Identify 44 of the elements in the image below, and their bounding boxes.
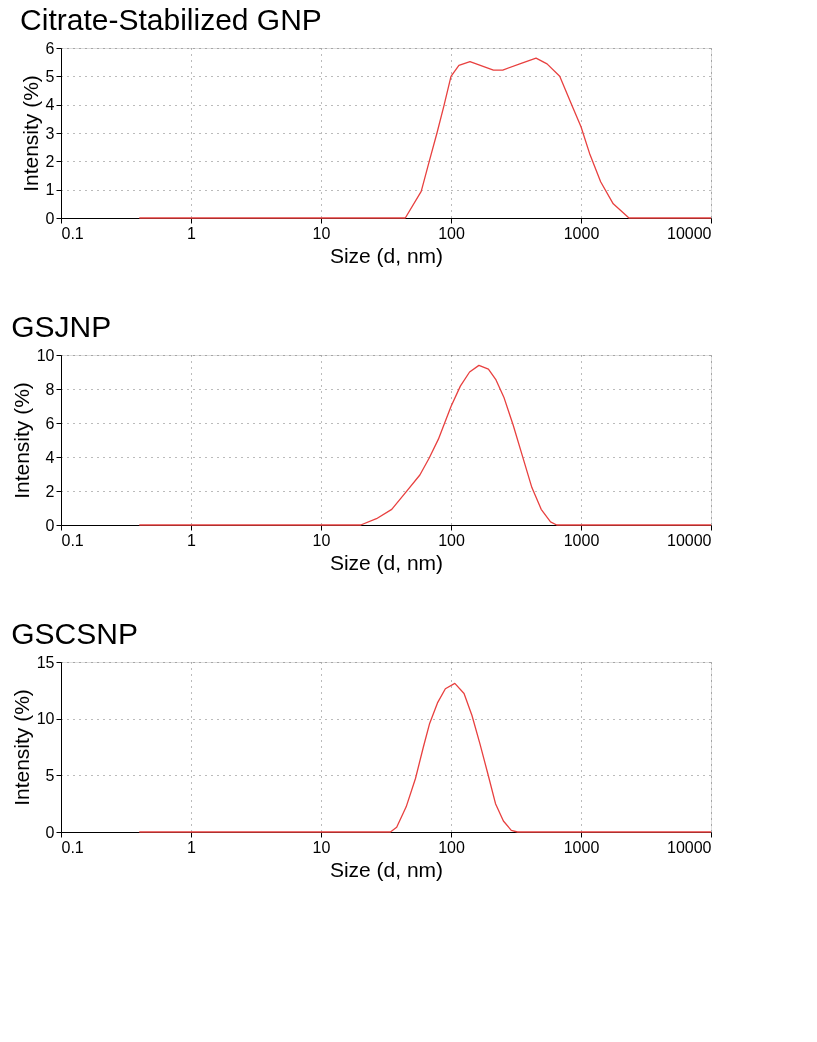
x-axis-title: Size (d, nm)	[329, 550, 444, 574]
x-tick-label: 1000	[563, 224, 600, 242]
y-tick-label: 6	[45, 39, 55, 57]
x-axis-title: Size (d, nm)	[329, 857, 444, 881]
x-tick-label: 10	[312, 531, 331, 549]
x-tick-label: 10000	[667, 531, 712, 549]
x-tick-label: 0.1	[61, 838, 84, 856]
y-tick-label: 10	[36, 346, 55, 364]
x-tick-label: 1	[187, 838, 197, 856]
y-tick-label: 0	[45, 516, 55, 534]
y-tick-label: 5	[45, 766, 55, 784]
y-tick-label: 1	[45, 181, 55, 199]
y-tick-label: 4	[45, 448, 55, 466]
x-tick-label: 0.1	[61, 224, 84, 242]
y-axis-title: Intensity (%)	[18, 75, 42, 192]
x-tick-label: 1	[187, 531, 197, 549]
x-tick-label: 10000	[667, 224, 712, 242]
y-tick-label: 2	[45, 482, 55, 500]
y-tick-label: 15	[36, 653, 55, 671]
x-tick-label: 100	[438, 838, 465, 856]
x-axis-title: Size (d, nm)	[329, 243, 444, 267]
chart-title: GSCSNP	[11, 617, 138, 650]
x-tick-label: 10	[312, 838, 331, 856]
y-tick-label: 2	[45, 152, 55, 170]
x-tick-label: 1000	[563, 531, 600, 549]
y-tick-label: 5	[45, 67, 55, 85]
x-tick-label: 10	[312, 224, 331, 242]
y-axis-title: Intensity (%)	[9, 689, 33, 806]
y-tick-label: 4	[45, 96, 55, 114]
x-tick-label: 1	[187, 224, 197, 242]
chart-title: Citrate-Stabilized GNP	[20, 3, 322, 36]
y-tick-label: 8	[45, 380, 55, 398]
y-tick-label: 3	[45, 124, 55, 142]
y-tick-label: 0	[45, 209, 55, 227]
y-tick-label: 0	[45, 823, 55, 841]
y-axis-title: Intensity (%)	[9, 382, 33, 499]
y-tick-label: 10	[36, 710, 55, 728]
y-tick-label: 6	[45, 414, 55, 432]
x-tick-label: 100	[438, 531, 465, 549]
x-tick-label: 1000	[563, 838, 600, 856]
x-tick-label: 10000	[667, 838, 712, 856]
x-tick-label: 0.1	[61, 531, 84, 549]
x-tick-label: 100	[438, 224, 465, 242]
chart-title: GSJNP	[11, 310, 112, 343]
